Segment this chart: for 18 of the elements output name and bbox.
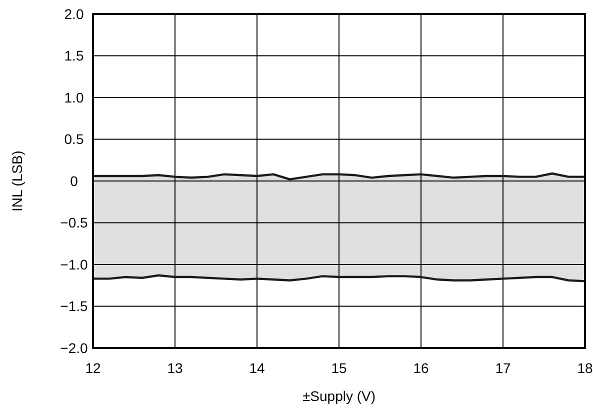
x-tick-label: 16 — [413, 360, 429, 376]
x-tick-label: 14 — [249, 360, 265, 376]
y-tick-label: 2.0 — [64, 6, 84, 22]
x-axis-title: ±Supply (V) — [302, 388, 376, 404]
y-tick-label: −0.5 — [60, 214, 88, 231]
x-tick-label: 17 — [495, 360, 511, 376]
y-tick-label: 0.5 — [64, 131, 84, 148]
x-tick-label: 13 — [167, 360, 183, 376]
y-tick-label: 1.0 — [64, 89, 84, 106]
y-axis-title: INL (LSB) — [9, 150, 25, 212]
x-tick-label: 15 — [331, 360, 347, 376]
y-tick-label: −1.5 — [60, 298, 88, 314]
x-tick-label: 12 — [85, 360, 101, 376]
y-tick-label: −2.0 — [60, 340, 88, 356]
y-tick-label: 0 — [70, 172, 78, 189]
y-tick-label: 1.5 — [64, 48, 84, 64]
y-tick-label: −1.0 — [60, 256, 88, 272]
x-tick-label: 18 — [577, 360, 593, 376]
